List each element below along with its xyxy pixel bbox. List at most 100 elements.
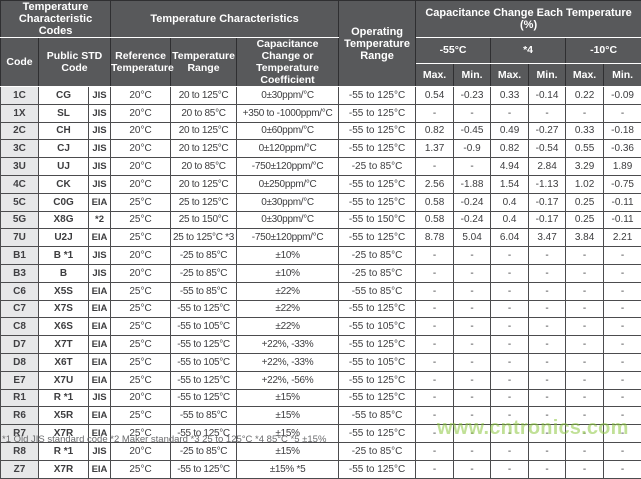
table-cell: -: [491, 371, 529, 389]
table-cell: -: [566, 407, 604, 425]
header-public-std-code: Public STD Code: [39, 38, 111, 87]
table-cell: -: [566, 336, 604, 354]
table-cell: -0.27: [529, 122, 566, 140]
table-cell: B3: [1, 264, 39, 282]
table-cell: -0.17: [529, 211, 566, 229]
table-cell: -: [566, 104, 604, 122]
header-temp-star4: *4: [491, 38, 566, 64]
table-cell: -55 to 125°C: [171, 300, 237, 318]
table-cell: JIS: [89, 104, 111, 122]
table-cell: 20°C: [111, 158, 171, 176]
table-cell: 5G: [1, 211, 39, 229]
table-cell: -55 to 105°C: [171, 318, 237, 336]
table-cell: -55 to 125°C: [339, 300, 416, 318]
table-cell: ±22%: [237, 318, 339, 336]
table-cell: -: [604, 389, 641, 407]
table-cell: -: [604, 282, 641, 300]
table-cell: 20 to 85°C: [171, 158, 237, 176]
table-cell: 0±60ppm/°C: [237, 122, 339, 140]
table-cell: 0.4: [491, 211, 529, 229]
table-cell: -: [604, 104, 641, 122]
table-cell: B *1: [39, 247, 89, 265]
table-cell: ±22%: [237, 282, 339, 300]
table-cell: -: [529, 104, 566, 122]
table-cell: X5S: [39, 282, 89, 300]
table-cell: CG: [39, 87, 89, 105]
table-cell: -: [604, 442, 641, 460]
table-cell: 25°C: [111, 371, 171, 389]
table-cell: 2C: [1, 122, 39, 140]
table-cell: -: [454, 353, 491, 371]
table-cell: R8: [1, 442, 39, 460]
table-cell: -55 to 125°C: [339, 87, 416, 105]
table-cell: -: [491, 318, 529, 336]
table-cell: -: [416, 158, 454, 176]
table-cell: X6S: [39, 318, 89, 336]
table-cell: -: [491, 247, 529, 265]
table-cell: EIA: [89, 336, 111, 354]
table-cell: 25°C: [111, 229, 171, 247]
table-cell: 0.55: [566, 140, 604, 158]
table-cell: 0.33: [491, 87, 529, 105]
table-cell: -: [604, 336, 641, 354]
table-cell: EIA: [89, 282, 111, 300]
table-cell: -: [566, 264, 604, 282]
table-cell: -0.11: [604, 211, 641, 229]
table-cell: -: [566, 371, 604, 389]
table-cell: -: [491, 336, 529, 354]
table-cell: 2.21: [604, 229, 641, 247]
table-cell: -55 to 125°C: [339, 336, 416, 354]
table-cell: 20 to 125°C: [171, 87, 237, 105]
table-cell: -0.24: [454, 211, 491, 229]
table-cell: 1X: [1, 104, 39, 122]
header-min-star4: Min.: [529, 63, 566, 86]
table-cell: 1.89: [604, 158, 641, 176]
table-cell: -55 to 125°C: [339, 229, 416, 247]
table-cell: -: [454, 264, 491, 282]
table-cell: -: [529, 442, 566, 460]
table-cell: -: [604, 371, 641, 389]
table-cell: -0.17: [529, 193, 566, 211]
table-cell: X7R: [39, 460, 89, 478]
table-cell: +22%, -56%: [237, 371, 339, 389]
table-cell: -0.18: [604, 122, 641, 140]
table-cell: 20°C: [111, 442, 171, 460]
table-cell: ±15% *5: [237, 460, 339, 478]
table-cell: 7U: [1, 229, 39, 247]
table-cell: 25°C: [111, 282, 171, 300]
table-cell: -0.11: [604, 193, 641, 211]
header-code: Code: [1, 38, 39, 87]
table-cell: U2J: [39, 229, 89, 247]
table-cell: -: [416, 264, 454, 282]
table-cell: -: [491, 300, 529, 318]
table-cell: -: [566, 389, 604, 407]
table-cell: -25 to 85°C: [171, 442, 237, 460]
table-cell: EIA: [89, 371, 111, 389]
table-cell: -: [529, 300, 566, 318]
table-cell: -: [416, 389, 454, 407]
table-cell: -: [604, 264, 641, 282]
table-header: Temperature Characteristic Codes Tempera…: [1, 1, 641, 87]
table-cell: -55 to 85°C: [339, 407, 416, 425]
header-min-10: Min.: [604, 63, 641, 86]
table-cell: 20°C: [111, 87, 171, 105]
table-cell: -0.09: [604, 87, 641, 105]
table-cell: 0.4: [491, 193, 529, 211]
table-cell: 0.54: [416, 87, 454, 105]
header-max-10: Max.: [566, 63, 604, 86]
table-cell: -0.36: [604, 140, 641, 158]
table-cell: -: [416, 407, 454, 425]
table-cell: -: [604, 353, 641, 371]
table-cell: +22%, -33%: [237, 336, 339, 354]
table-cell: -25 to 85°C: [171, 264, 237, 282]
